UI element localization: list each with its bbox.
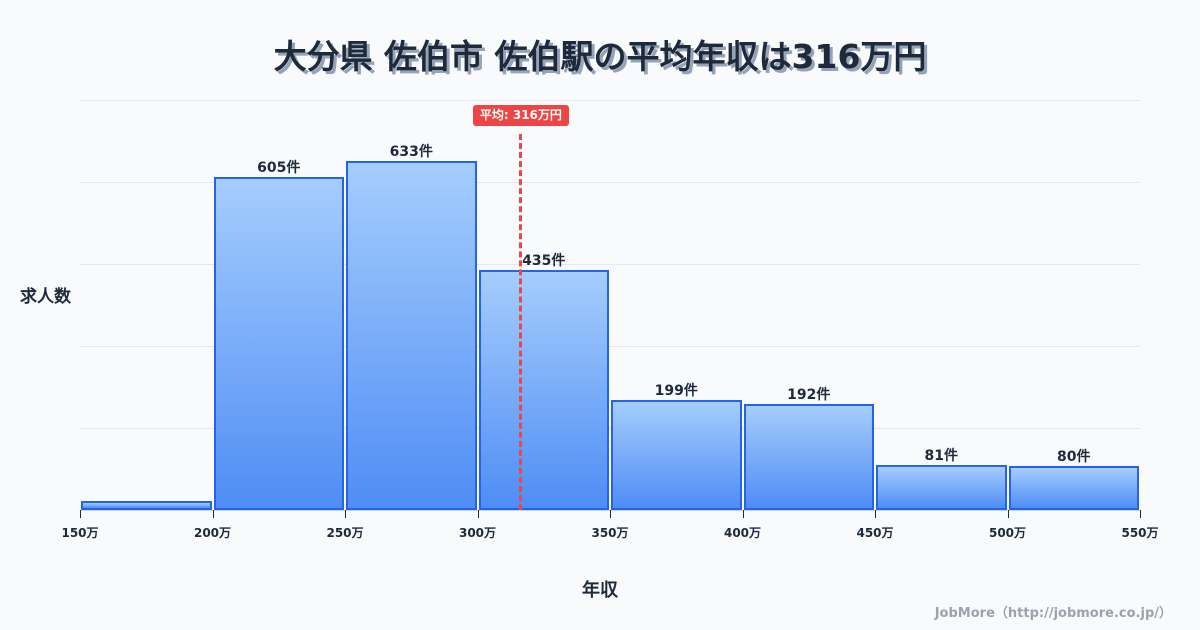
gridline <box>80 264 1140 265</box>
gridline <box>80 346 1140 347</box>
bar-value-label: 633件 <box>389 144 433 161</box>
histogram-bar <box>1008 465 1139 510</box>
bar-value-label: 435件 <box>522 253 566 270</box>
x-tick-label: 550万 <box>1121 526 1159 540</box>
histogram-bar <box>611 400 742 510</box>
bar-value-label: 81件 <box>924 448 958 465</box>
y-axis-label: 求人数 <box>20 287 71 307</box>
gridline <box>80 100 1140 101</box>
histogram-bar <box>346 161 477 510</box>
x-tick-label: 250万 <box>326 526 364 540</box>
x-tick-label: 400万 <box>723 526 762 540</box>
gridline <box>80 428 1140 429</box>
x-tick <box>1140 510 1141 518</box>
x-tick <box>345 510 346 518</box>
x-tick-label: 150万 <box>61 526 99 540</box>
x-tick <box>1007 510 1009 518</box>
plot-area: 605件 633件 435件 199件 192件 81件 80件 150万 200万 250万 3… <box>61 100 1159 540</box>
x-tick <box>610 510 611 518</box>
x-axis-label: 年収 <box>582 580 618 601</box>
bar-value-label: 199件 <box>654 383 698 400</box>
x-tick-label: 500万 <box>988 526 1027 540</box>
bar-value-label: 605件 <box>257 159 301 176</box>
histogram-bar <box>81 501 212 510</box>
average-line <box>518 134 522 510</box>
histogram-bar <box>743 404 874 510</box>
x-tick <box>742 510 744 518</box>
bar-value-label: 80件 <box>1057 448 1091 465</box>
histogram-bar <box>478 270 609 510</box>
gridline <box>80 182 1140 183</box>
x-tick-label: 300万 <box>458 526 497 540</box>
chart-title: 大分県 佐伯市 佐伯駅の平均年収は316万円 <box>273 37 927 76</box>
x-tick <box>212 510 214 518</box>
x-tick <box>477 510 479 518</box>
x-tick-label: 450万 <box>856 526 894 540</box>
average-badge: 平均: 316万円 <box>472 105 569 126</box>
x-tick-label: 200万 <box>193 526 232 540</box>
x-tick <box>80 510 81 518</box>
x-tick <box>875 510 876 518</box>
histogram-bar <box>876 465 1007 510</box>
credit-text: JobMore（http://jobmore.co.jp/） <box>934 606 1172 621</box>
x-tick-label: 350万 <box>591 526 629 540</box>
bar-value-label: 192件 <box>787 387 831 404</box>
histogram-bar <box>213 176 344 510</box>
